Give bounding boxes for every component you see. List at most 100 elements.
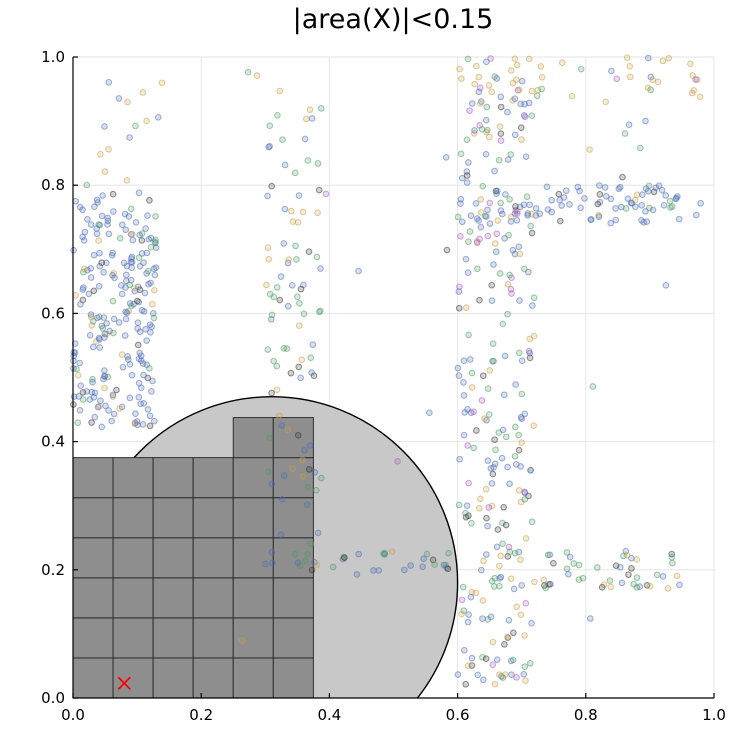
- scatter-point: [462, 509, 469, 517]
- scatter-point: [130, 284, 138, 292]
- scatter-point: [293, 256, 300, 263]
- scatter-point: [496, 582, 503, 590]
- scatter-point: [473, 62, 480, 70]
- scatter-point: [270, 293, 278, 301]
- scatter-point: [306, 442, 314, 449]
- scatter-point: [485, 82, 493, 89]
- scatter-point: [264, 244, 272, 251]
- scatter-point: [294, 559, 302, 567]
- scatter-point: [355, 550, 362, 558]
- scatter-point: [484, 522, 491, 530]
- scatter-point: [575, 576, 583, 583]
- scatter-point: [89, 378, 96, 386]
- scatter-point: [287, 369, 295, 377]
- scatter-point: [485, 504, 493, 511]
- scatter-point: [464, 405, 471, 413]
- scatter-point: [502, 433, 510, 441]
- scatter-point: [638, 216, 645, 224]
- scatter-point: [477, 209, 485, 216]
- scatter-point: [70, 352, 78, 359]
- scatter-point: [513, 603, 520, 611]
- scatter-point: [470, 444, 477, 452]
- scatter-point: [462, 304, 470, 311]
- scatter-point: [464, 618, 472, 626]
- scatter-point: [144, 212, 151, 219]
- box-cell: [152, 497, 194, 539]
- scatter-point: [440, 561, 448, 569]
- scatter-point: [100, 314, 108, 321]
- box-cell: [272, 457, 314, 499]
- scatter-point: [285, 256, 292, 263]
- scatter-point: [510, 629, 517, 637]
- scatter-point: [460, 392, 468, 399]
- scatter-point: [300, 310, 308, 318]
- scatter-point: [294, 431, 302, 439]
- scatter-point: [455, 288, 463, 295]
- scatter-point: [464, 442, 471, 449]
- scatter-point: [506, 480, 513, 488]
- scatter-point: [98, 423, 106, 431]
- scatter-point: [103, 320, 110, 327]
- scatter-point: [622, 205, 630, 212]
- scatter-point: [140, 400, 148, 407]
- x-tick-label: 0.0: [61, 706, 85, 724]
- scatter-point: [491, 167, 498, 175]
- scatter-point: [633, 191, 641, 199]
- box-cell: [192, 617, 234, 659]
- scatter-point: [128, 253, 136, 261]
- scatter-point: [122, 277, 130, 285]
- scatter-point: [625, 121, 633, 128]
- scatter-point: [474, 671, 481, 679]
- scatter-point: [496, 123, 504, 130]
- scatter-point: [479, 653, 486, 661]
- scatter-point: [643, 218, 651, 225]
- scatter-point: [468, 100, 476, 107]
- scatter-point: [557, 217, 564, 225]
- scatter-point: [523, 193, 531, 200]
- scatter-point: [497, 130, 505, 137]
- scatter-point: [264, 346, 272, 353]
- scatter-point: [102, 402, 109, 410]
- x-tick-label: 0.6: [446, 706, 470, 724]
- scatter-point: [315, 186, 323, 194]
- scatter-point: [134, 341, 142, 349]
- scatter-point: [308, 115, 316, 122]
- marker-x-stroke: [117, 676, 131, 690]
- scatter-point: [101, 168, 109, 175]
- scatter-point: [511, 95, 519, 103]
- scatter-point: [517, 611, 525, 618]
- scatter-point: [660, 202, 668, 209]
- x-tick-label: 1.0: [702, 706, 726, 724]
- scatter-point: [477, 495, 484, 503]
- scatter-point: [465, 159, 472, 166]
- scatter-point: [298, 356, 306, 363]
- scatter-point: [79, 206, 86, 214]
- scatter-point: [110, 315, 118, 323]
- scatter-point: [129, 231, 136, 238]
- box-cell: [232, 537, 274, 579]
- scatter-point: [560, 194, 568, 201]
- scatter-point: [530, 422, 537, 429]
- scatter-point: [309, 341, 317, 348]
- scatter-point: [620, 552, 627, 560]
- scatter-point: [75, 393, 83, 400]
- scatter-point: [72, 292, 79, 299]
- scatter-point: [566, 201, 573, 208]
- scatter-point: [506, 271, 513, 279]
- scatter-point: [274, 112, 281, 119]
- scatter-point: [110, 208, 117, 215]
- scatter-point: [154, 113, 162, 121]
- box-cell: [72, 657, 114, 699]
- scatter-point: [586, 615, 594, 622]
- scatter-point: [642, 117, 649, 125]
- scatter-point: [143, 249, 151, 257]
- scatter-point: [289, 465, 296, 472]
- scatter-point: [140, 371, 147, 379]
- scatter-point: [558, 202, 565, 209]
- scatter-point: [550, 559, 557, 567]
- scatter-point: [454, 364, 462, 372]
- scatter-point: [102, 259, 110, 267]
- scatter-point: [490, 357, 497, 365]
- scatter-point: [388, 548, 396, 555]
- scatter-point: [510, 585, 518, 593]
